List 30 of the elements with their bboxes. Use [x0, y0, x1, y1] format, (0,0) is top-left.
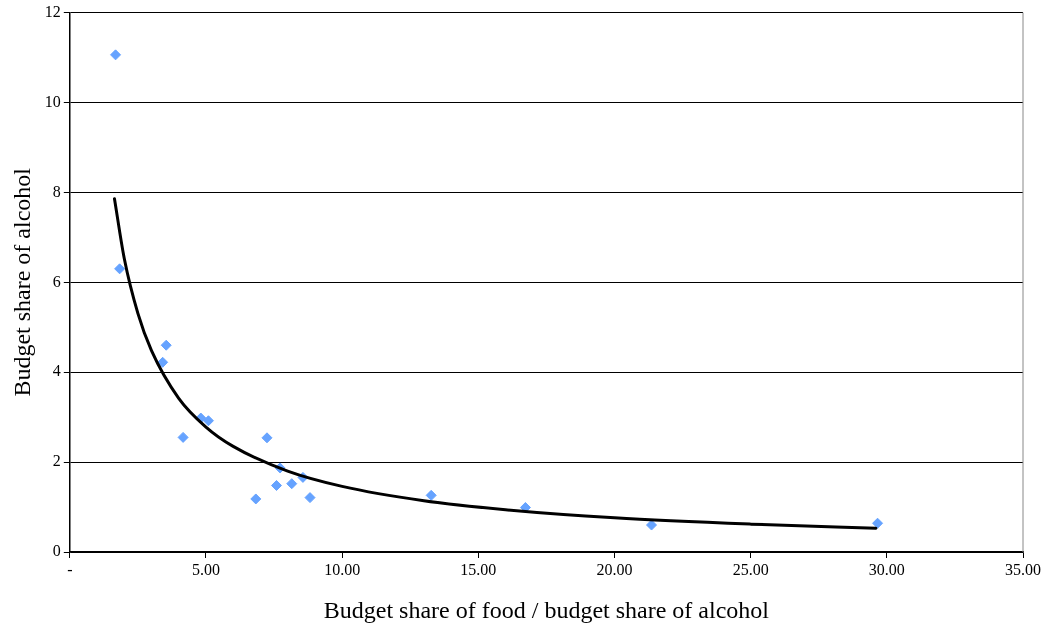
x-axis-title: Budget share of food / budget share of alcohol	[323, 596, 770, 623]
point	[872, 517, 884, 529]
x-tick-label: 30.00	[868, 560, 905, 578]
point	[425, 489, 437, 501]
y-tick-label: 8	[52, 182, 61, 200]
point	[271, 479, 283, 491]
x-tick-label: 10.00	[324, 560, 361, 578]
y-tick-label: 0	[52, 542, 61, 560]
x-tick-label: 5.00	[191, 560, 220, 578]
y-tick-label: 2	[52, 452, 61, 470]
y-tick-label: 10	[44, 92, 61, 110]
y-tick-label: 4	[52, 362, 61, 380]
point	[202, 415, 214, 427]
x-tick-label: 35.00	[1005, 560, 1041, 578]
point	[160, 339, 172, 351]
y-tick-label: 6	[52, 272, 61, 290]
x-tick-label: 15.00	[460, 560, 497, 578]
x-tick-label: -	[67, 560, 73, 578]
y-tick-label: 12	[44, 2, 61, 20]
point	[177, 431, 189, 443]
x-tick-label: 25.00	[732, 560, 769, 578]
point	[114, 263, 126, 275]
point	[157, 356, 169, 368]
point	[110, 49, 122, 61]
point	[250, 493, 262, 505]
y-axis-title: Budget share of alcohol	[8, 167, 35, 397]
point	[261, 432, 273, 444]
point	[286, 478, 298, 490]
point	[304, 492, 316, 504]
x-tick-label: 20.00	[596, 560, 633, 578]
